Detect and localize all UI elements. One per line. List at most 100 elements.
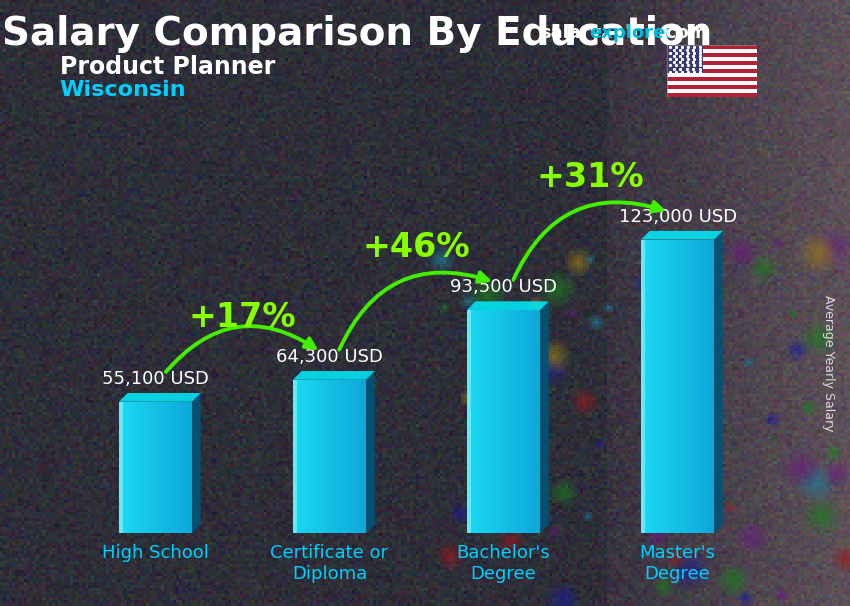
- Polygon shape: [325, 380, 327, 533]
- Polygon shape: [293, 380, 298, 533]
- Polygon shape: [182, 402, 184, 533]
- Polygon shape: [472, 310, 474, 533]
- Polygon shape: [136, 402, 139, 533]
- Polygon shape: [667, 85, 756, 89]
- Polygon shape: [667, 81, 756, 85]
- Polygon shape: [641, 239, 645, 533]
- Polygon shape: [126, 402, 128, 533]
- Polygon shape: [187, 402, 190, 533]
- Polygon shape: [356, 380, 359, 533]
- Polygon shape: [666, 239, 668, 533]
- Polygon shape: [153, 402, 156, 533]
- Polygon shape: [484, 310, 486, 533]
- Polygon shape: [344, 380, 347, 533]
- Text: 64,300 USD: 64,300 USD: [276, 348, 382, 366]
- Polygon shape: [479, 310, 482, 533]
- Text: salary: salary: [540, 24, 601, 42]
- Polygon shape: [180, 402, 182, 533]
- Polygon shape: [667, 45, 703, 73]
- Polygon shape: [178, 402, 180, 533]
- Text: .com: .com: [659, 24, 707, 42]
- Polygon shape: [707, 239, 709, 533]
- Polygon shape: [667, 69, 756, 73]
- Polygon shape: [641, 239, 643, 533]
- Text: +17%: +17%: [189, 301, 297, 334]
- Polygon shape: [133, 402, 136, 533]
- Polygon shape: [150, 402, 153, 533]
- Polygon shape: [508, 310, 511, 533]
- Polygon shape: [298, 380, 300, 533]
- Polygon shape: [320, 380, 322, 533]
- Polygon shape: [190, 402, 192, 533]
- Polygon shape: [332, 380, 334, 533]
- Polygon shape: [677, 239, 680, 533]
- Polygon shape: [339, 380, 342, 533]
- Polygon shape: [702, 239, 705, 533]
- Polygon shape: [300, 380, 303, 533]
- Polygon shape: [337, 380, 339, 533]
- Polygon shape: [486, 310, 489, 533]
- Polygon shape: [322, 380, 325, 533]
- Polygon shape: [516, 310, 518, 533]
- Polygon shape: [683, 239, 685, 533]
- Polygon shape: [482, 310, 484, 533]
- Polygon shape: [660, 239, 663, 533]
- Polygon shape: [361, 380, 364, 533]
- Polygon shape: [697, 239, 700, 533]
- Polygon shape: [675, 239, 677, 533]
- Polygon shape: [672, 239, 675, 533]
- Polygon shape: [649, 239, 651, 533]
- Polygon shape: [714, 231, 722, 533]
- Polygon shape: [145, 402, 148, 533]
- Polygon shape: [349, 380, 351, 533]
- Polygon shape: [310, 380, 313, 533]
- Polygon shape: [668, 239, 671, 533]
- Polygon shape: [689, 239, 692, 533]
- Polygon shape: [499, 310, 502, 533]
- Polygon shape: [122, 402, 124, 533]
- Polygon shape: [711, 239, 714, 533]
- Polygon shape: [688, 239, 689, 533]
- Polygon shape: [295, 380, 298, 533]
- Polygon shape: [359, 380, 361, 533]
- Polygon shape: [700, 239, 702, 533]
- Polygon shape: [330, 380, 332, 533]
- Polygon shape: [692, 239, 694, 533]
- Polygon shape: [469, 310, 472, 533]
- Polygon shape: [162, 402, 165, 533]
- Polygon shape: [655, 239, 658, 533]
- Polygon shape: [667, 77, 756, 81]
- Polygon shape: [351, 380, 354, 533]
- Polygon shape: [671, 239, 672, 533]
- Polygon shape: [528, 310, 530, 533]
- Polygon shape: [502, 310, 503, 533]
- Polygon shape: [293, 380, 295, 533]
- Polygon shape: [158, 402, 161, 533]
- Polygon shape: [663, 239, 666, 533]
- Polygon shape: [148, 402, 150, 533]
- Polygon shape: [520, 310, 523, 533]
- Polygon shape: [641, 231, 722, 239]
- Polygon shape: [536, 310, 538, 533]
- Polygon shape: [646, 239, 649, 533]
- Polygon shape: [518, 310, 520, 533]
- Text: explorer: explorer: [589, 24, 674, 42]
- Polygon shape: [667, 53, 756, 58]
- Text: Average Yearly Salary: Average Yearly Salary: [822, 295, 836, 432]
- Polygon shape: [175, 402, 178, 533]
- Text: 123,000 USD: 123,000 USD: [619, 208, 737, 225]
- Polygon shape: [165, 402, 167, 533]
- Polygon shape: [667, 58, 756, 61]
- Polygon shape: [511, 310, 513, 533]
- Text: 55,100 USD: 55,100 USD: [102, 370, 209, 388]
- Polygon shape: [653, 239, 655, 533]
- Polygon shape: [489, 310, 491, 533]
- Polygon shape: [167, 402, 170, 533]
- FancyArrowPatch shape: [166, 326, 314, 372]
- Polygon shape: [467, 310, 472, 533]
- Polygon shape: [308, 380, 310, 533]
- Polygon shape: [119, 393, 201, 402]
- Polygon shape: [694, 239, 697, 533]
- Polygon shape: [643, 239, 646, 533]
- Polygon shape: [303, 380, 305, 533]
